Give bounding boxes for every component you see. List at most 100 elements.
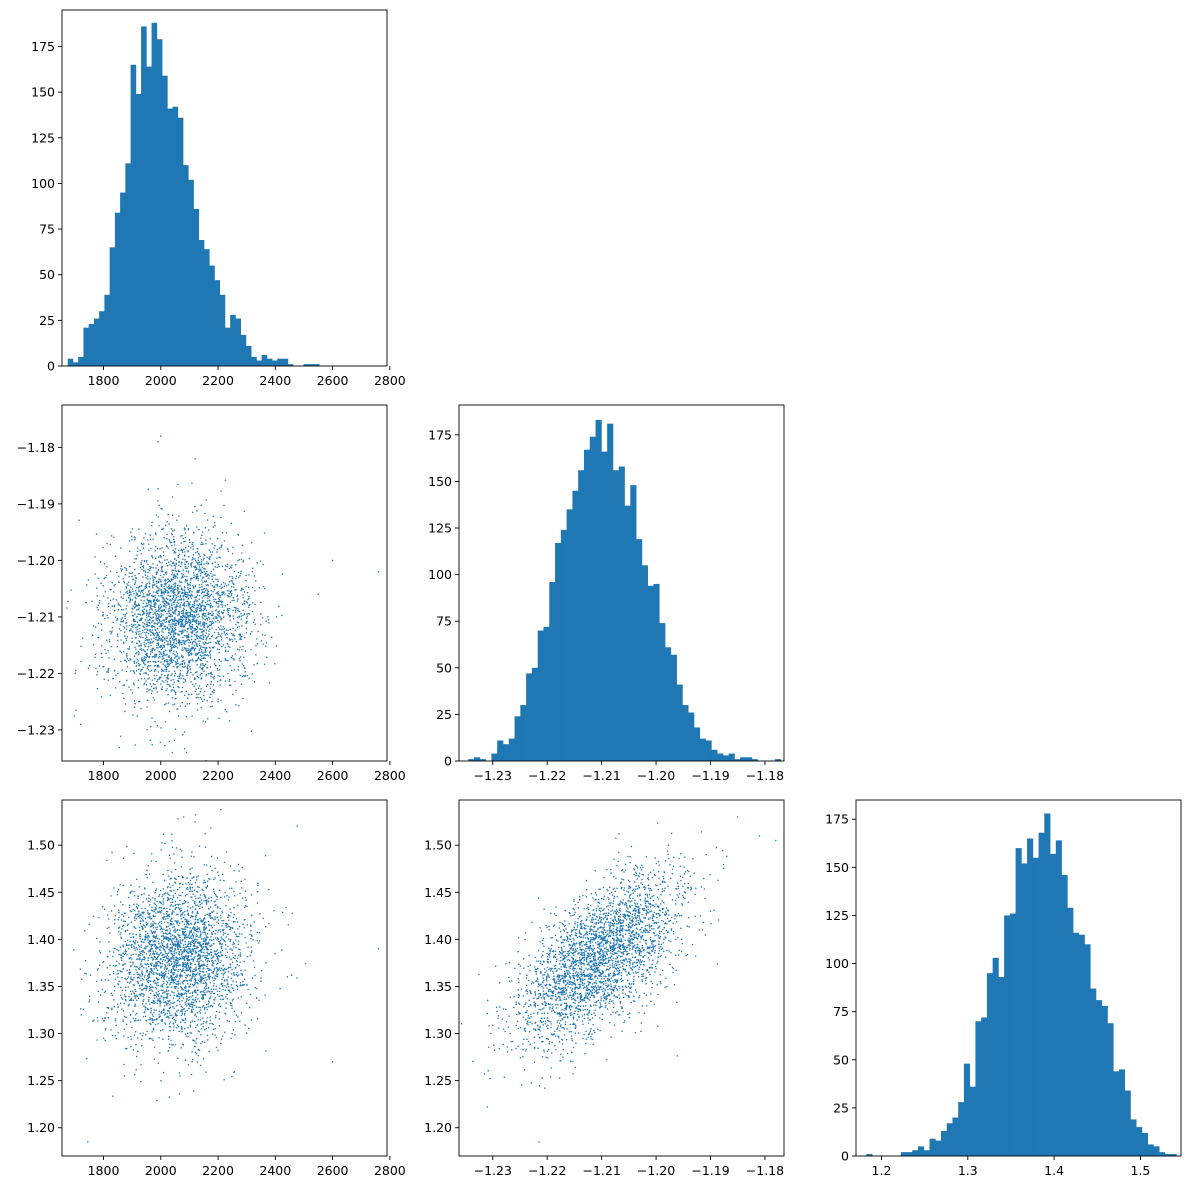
scatter-point — [231, 638, 233, 641]
scatter-point — [204, 914, 206, 917]
scatter-point — [142, 595, 145, 597]
scatter-point — [149, 916, 151, 919]
scatter-point — [171, 1017, 174, 1020]
scatter-point — [222, 938, 225, 941]
scatter-point — [154, 660, 156, 663]
scatter-point — [150, 1001, 153, 1004]
scatter-point — [150, 555, 153, 557]
scatter-point — [128, 589, 131, 592]
scatter-point — [176, 923, 178, 925]
hist-a-marks — [67, 22, 320, 366]
scatter-point — [165, 660, 168, 663]
scatter-point — [220, 917, 222, 919]
scatter-point — [218, 621, 221, 623]
y-tick-label: 50 — [39, 267, 55, 282]
scatter-point — [180, 565, 182, 568]
scatter-point — [119, 901, 122, 903]
scatter-point — [189, 868, 191, 870]
scatter-point — [123, 1002, 126, 1005]
scatter-point — [201, 624, 204, 626]
scatter-point — [170, 643, 172, 646]
scatter-point — [148, 608, 151, 611]
histogram-bar — [670, 654, 677, 761]
scatter-point — [164, 664, 166, 667]
scatter-point — [194, 927, 196, 929]
scatter-point — [142, 629, 144, 632]
scatter-point — [173, 538, 175, 541]
scatter-point — [170, 560, 172, 562]
scatter-point — [165, 607, 167, 609]
histogram-bar — [624, 505, 631, 761]
scatter-point — [158, 610, 160, 613]
scatter-point — [182, 558, 184, 561]
scatter-point — [173, 586, 175, 588]
scatter-point — [220, 967, 222, 969]
scatter-point — [202, 991, 204, 993]
scatter-point — [184, 926, 187, 928]
scatter-point — [158, 925, 161, 927]
scatter-point — [224, 569, 226, 571]
scatter-point — [156, 642, 158, 644]
scatter-point — [231, 969, 233, 971]
scatter-point — [144, 587, 146, 590]
scatter-point — [172, 997, 175, 999]
scatter-point — [159, 607, 161, 610]
scatter-point — [174, 633, 177, 635]
scatter-point — [239, 659, 241, 662]
scatter-point — [199, 651, 201, 654]
scatter-point — [169, 619, 172, 621]
scatter-point — [133, 1034, 136, 1036]
scatter-point — [153, 687, 155, 690]
scatter-point — [102, 614, 104, 617]
scatter-point — [128, 1003, 130, 1006]
scatter-point — [209, 612, 212, 615]
scatter-point — [196, 599, 198, 601]
scatter-point — [226, 980, 228, 982]
scatter-point — [217, 635, 219, 638]
scatter-point — [117, 635, 119, 637]
scatter-point — [191, 591, 193, 593]
scatter-point — [218, 565, 220, 568]
scatter-point — [255, 638, 258, 640]
scatter-point — [159, 547, 161, 550]
scatter-point — [142, 924, 145, 926]
scatter-point — [194, 615, 196, 617]
scatter-point — [150, 608, 153, 610]
scatter-point — [233, 894, 236, 897]
scatter-point — [256, 987, 258, 990]
scatter-point — [181, 1013, 184, 1015]
scatter-point — [165, 702, 168, 705]
scatter-point — [165, 667, 168, 669]
scatter-point — [240, 635, 243, 638]
scatter-point — [112, 677, 114, 680]
scatter-point — [141, 938, 144, 941]
scatter-point — [184, 563, 186, 565]
scatter-point — [159, 1029, 162, 1032]
scatter-point — [204, 654, 207, 656]
scatter-point — [135, 586, 138, 589]
scatter-point — [143, 536, 145, 539]
scatter-point — [206, 885, 209, 888]
scatter-point — [183, 1014, 186, 1016]
scatter-point — [139, 592, 142, 594]
scatter-point — [161, 609, 163, 612]
histogram-bar — [572, 490, 579, 761]
scatter-point — [188, 583, 190, 586]
scatter-point — [195, 661, 197, 663]
scatter-point — [148, 954, 151, 957]
scatter-point — [193, 983, 196, 986]
scatter-point — [140, 1063, 142, 1066]
scatter-point — [237, 609, 239, 612]
scatter-point — [230, 594, 233, 596]
scatter-point — [166, 637, 168, 640]
scatter-point — [139, 1019, 142, 1021]
scatter-point — [202, 613, 205, 616]
scatter-point — [225, 936, 228, 938]
scatter-point — [186, 616, 188, 618]
scatter-point — [146, 604, 148, 606]
scatter-point — [159, 652, 162, 654]
scatter-point — [171, 604, 173, 607]
scatter-point — [132, 953, 134, 955]
scatter-point — [153, 1019, 156, 1021]
scatter-point — [203, 1007, 206, 1009]
